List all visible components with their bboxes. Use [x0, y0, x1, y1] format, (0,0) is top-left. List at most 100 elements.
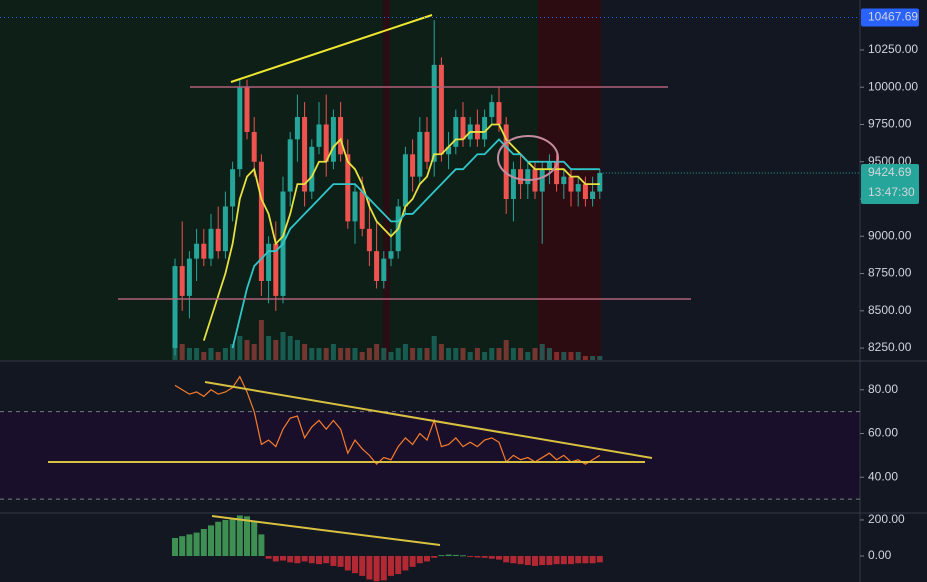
- volume-bar: [568, 352, 574, 360]
- volume-bar: [208, 348, 214, 360]
- macd-bar: [323, 556, 330, 564]
- macd-bar: [272, 556, 279, 562]
- candle-body: [374, 251, 380, 281]
- high-marker-label: 10467.69: [868, 10, 918, 24]
- macd-bar: [539, 556, 546, 566]
- macd-bar: [287, 556, 294, 563]
- volume-bar: [251, 344, 257, 360]
- macd-bar: [316, 556, 322, 565]
- macd-bar: [575, 556, 582, 564]
- candle-body: [338, 117, 344, 155]
- volume-bar: [482, 352, 488, 360]
- macd-bar: [359, 556, 366, 576]
- last-price-label: 9424.69: [868, 165, 912, 179]
- candle-body: [208, 228, 214, 259]
- macd-bar: [229, 518, 236, 557]
- candle-body: [345, 154, 351, 222]
- candle-body: [539, 169, 545, 192]
- candle-body: [309, 146, 315, 192]
- y-tick-label: 0.00: [868, 548, 892, 562]
- macd-bar: [474, 556, 481, 558]
- macd-bar: [560, 556, 567, 565]
- volume-bar: [302, 344, 308, 360]
- volume-bar: [402, 344, 408, 360]
- macd-bar: [524, 556, 531, 566]
- candle-body: [510, 169, 516, 200]
- macd-bar: [388, 556, 394, 576]
- volume-bar: [575, 352, 581, 360]
- volume-bar: [489, 348, 495, 360]
- macd-bar: [431, 556, 438, 558]
- macd-bar: [236, 515, 243, 557]
- macd-bar: [532, 556, 538, 566]
- volume-bar: [345, 348, 351, 360]
- candle-body: [186, 258, 192, 296]
- macd-bar: [582, 556, 589, 564]
- candle-body: [366, 228, 372, 252]
- candle-body: [546, 161, 552, 170]
- last-price-tag: [861, 163, 919, 204]
- candle-body: [554, 161, 560, 185]
- candle-body: [489, 102, 495, 118]
- candle-body: [460, 117, 466, 140]
- macd-bar: [244, 516, 250, 557]
- volume-bar: [244, 340, 250, 360]
- macd-bar: [200, 528, 207, 557]
- candle-body: [273, 243, 279, 296]
- session-shade: [383, 0, 390, 360]
- volume-bar: [438, 344, 444, 360]
- macd-bar: [337, 556, 344, 567]
- candle-body: [438, 64, 444, 155]
- macd-bar: [294, 556, 301, 564]
- highlight-circle: [497, 135, 559, 181]
- volume-bar: [474, 348, 480, 360]
- volume-bar: [215, 352, 221, 360]
- macd-bar: [193, 532, 200, 557]
- macd-bar: [330, 556, 337, 566]
- volume-bar: [431, 336, 437, 360]
- volume-bar: [316, 348, 322, 360]
- macd-bar: [510, 556, 517, 564]
- volume-bar: [388, 352, 394, 360]
- macd-bar: [596, 556, 603, 563]
- volume-bar: [496, 348, 502, 360]
- volume-bar: [266, 336, 272, 360]
- macd-bar: [409, 556, 416, 567]
- volume-bar: [352, 348, 358, 360]
- macd-bar: [215, 521, 222, 557]
- volume-bar: [294, 340, 300, 360]
- candle-body: [194, 243, 200, 259]
- candle-body: [266, 243, 272, 281]
- y-tick-label: 9000.00: [868, 228, 912, 242]
- volume-bar: [230, 344, 236, 360]
- candle-body: [323, 124, 329, 162]
- macd-bar: [222, 519, 229, 557]
- volume-bar: [374, 344, 380, 360]
- macd-bar: [445, 554, 452, 557]
- volume-bar: [424, 348, 430, 360]
- volume-bar: [381, 348, 387, 360]
- macd-bar: [568, 556, 574, 565]
- candle-body: [590, 191, 596, 200]
- volume-bar: [590, 356, 596, 360]
- y-tick-label: 200.00: [868, 512, 905, 526]
- macd-bar: [208, 525, 214, 557]
- y-tick-label: 80.00: [868, 382, 898, 396]
- volume-bar: [539, 344, 545, 360]
- volume-bar: [518, 348, 524, 360]
- volume-bar: [179, 344, 185, 360]
- candle-body: [215, 228, 221, 252]
- y-tick-label: 8750.00: [868, 266, 912, 280]
- y-tick-label: 60.00: [868, 426, 898, 440]
- macd-bar: [179, 536, 186, 557]
- candle-body: [244, 87, 250, 132]
- macd-bar: [366, 556, 373, 580]
- candle-body: [237, 87, 243, 170]
- trend-line: [230, 14, 433, 83]
- macd-bar: [186, 534, 193, 557]
- volume-bar: [194, 348, 200, 360]
- macd-bar: [301, 556, 308, 562]
- candle-body: [330, 117, 336, 162]
- volume-bar: [597, 356, 603, 360]
